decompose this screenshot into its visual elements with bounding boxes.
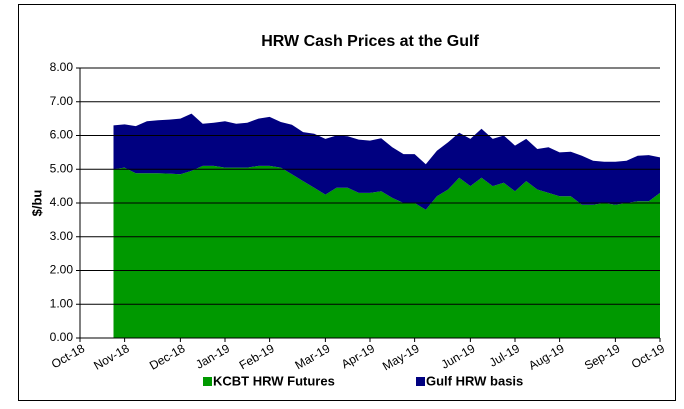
y-tick-label: 7.00 xyxy=(50,94,74,108)
legend-swatch xyxy=(203,377,212,386)
legend-label: KCBT HRW Futures xyxy=(213,373,335,388)
area xyxy=(113,165,660,338)
y-tick-label: 3.00 xyxy=(50,229,74,243)
chart-title: HRW Cash Prices at the Gulf xyxy=(261,33,479,50)
y-tick-label: 0.00 xyxy=(50,330,74,344)
y-tick-label: 5.00 xyxy=(50,161,74,175)
y-axis-label: $/bu xyxy=(29,190,44,217)
y-tick-label: 6.00 xyxy=(50,128,74,142)
legend-label: Gulf HRW basis xyxy=(426,373,523,388)
legend-swatch xyxy=(416,377,425,386)
y-tick-label: 1.00 xyxy=(50,296,74,310)
y-tick-label: 8.00 xyxy=(50,60,74,74)
y-tick-label: 4.00 xyxy=(50,195,74,209)
y-tick-label: 2.00 xyxy=(50,263,74,277)
area xyxy=(113,113,660,210)
